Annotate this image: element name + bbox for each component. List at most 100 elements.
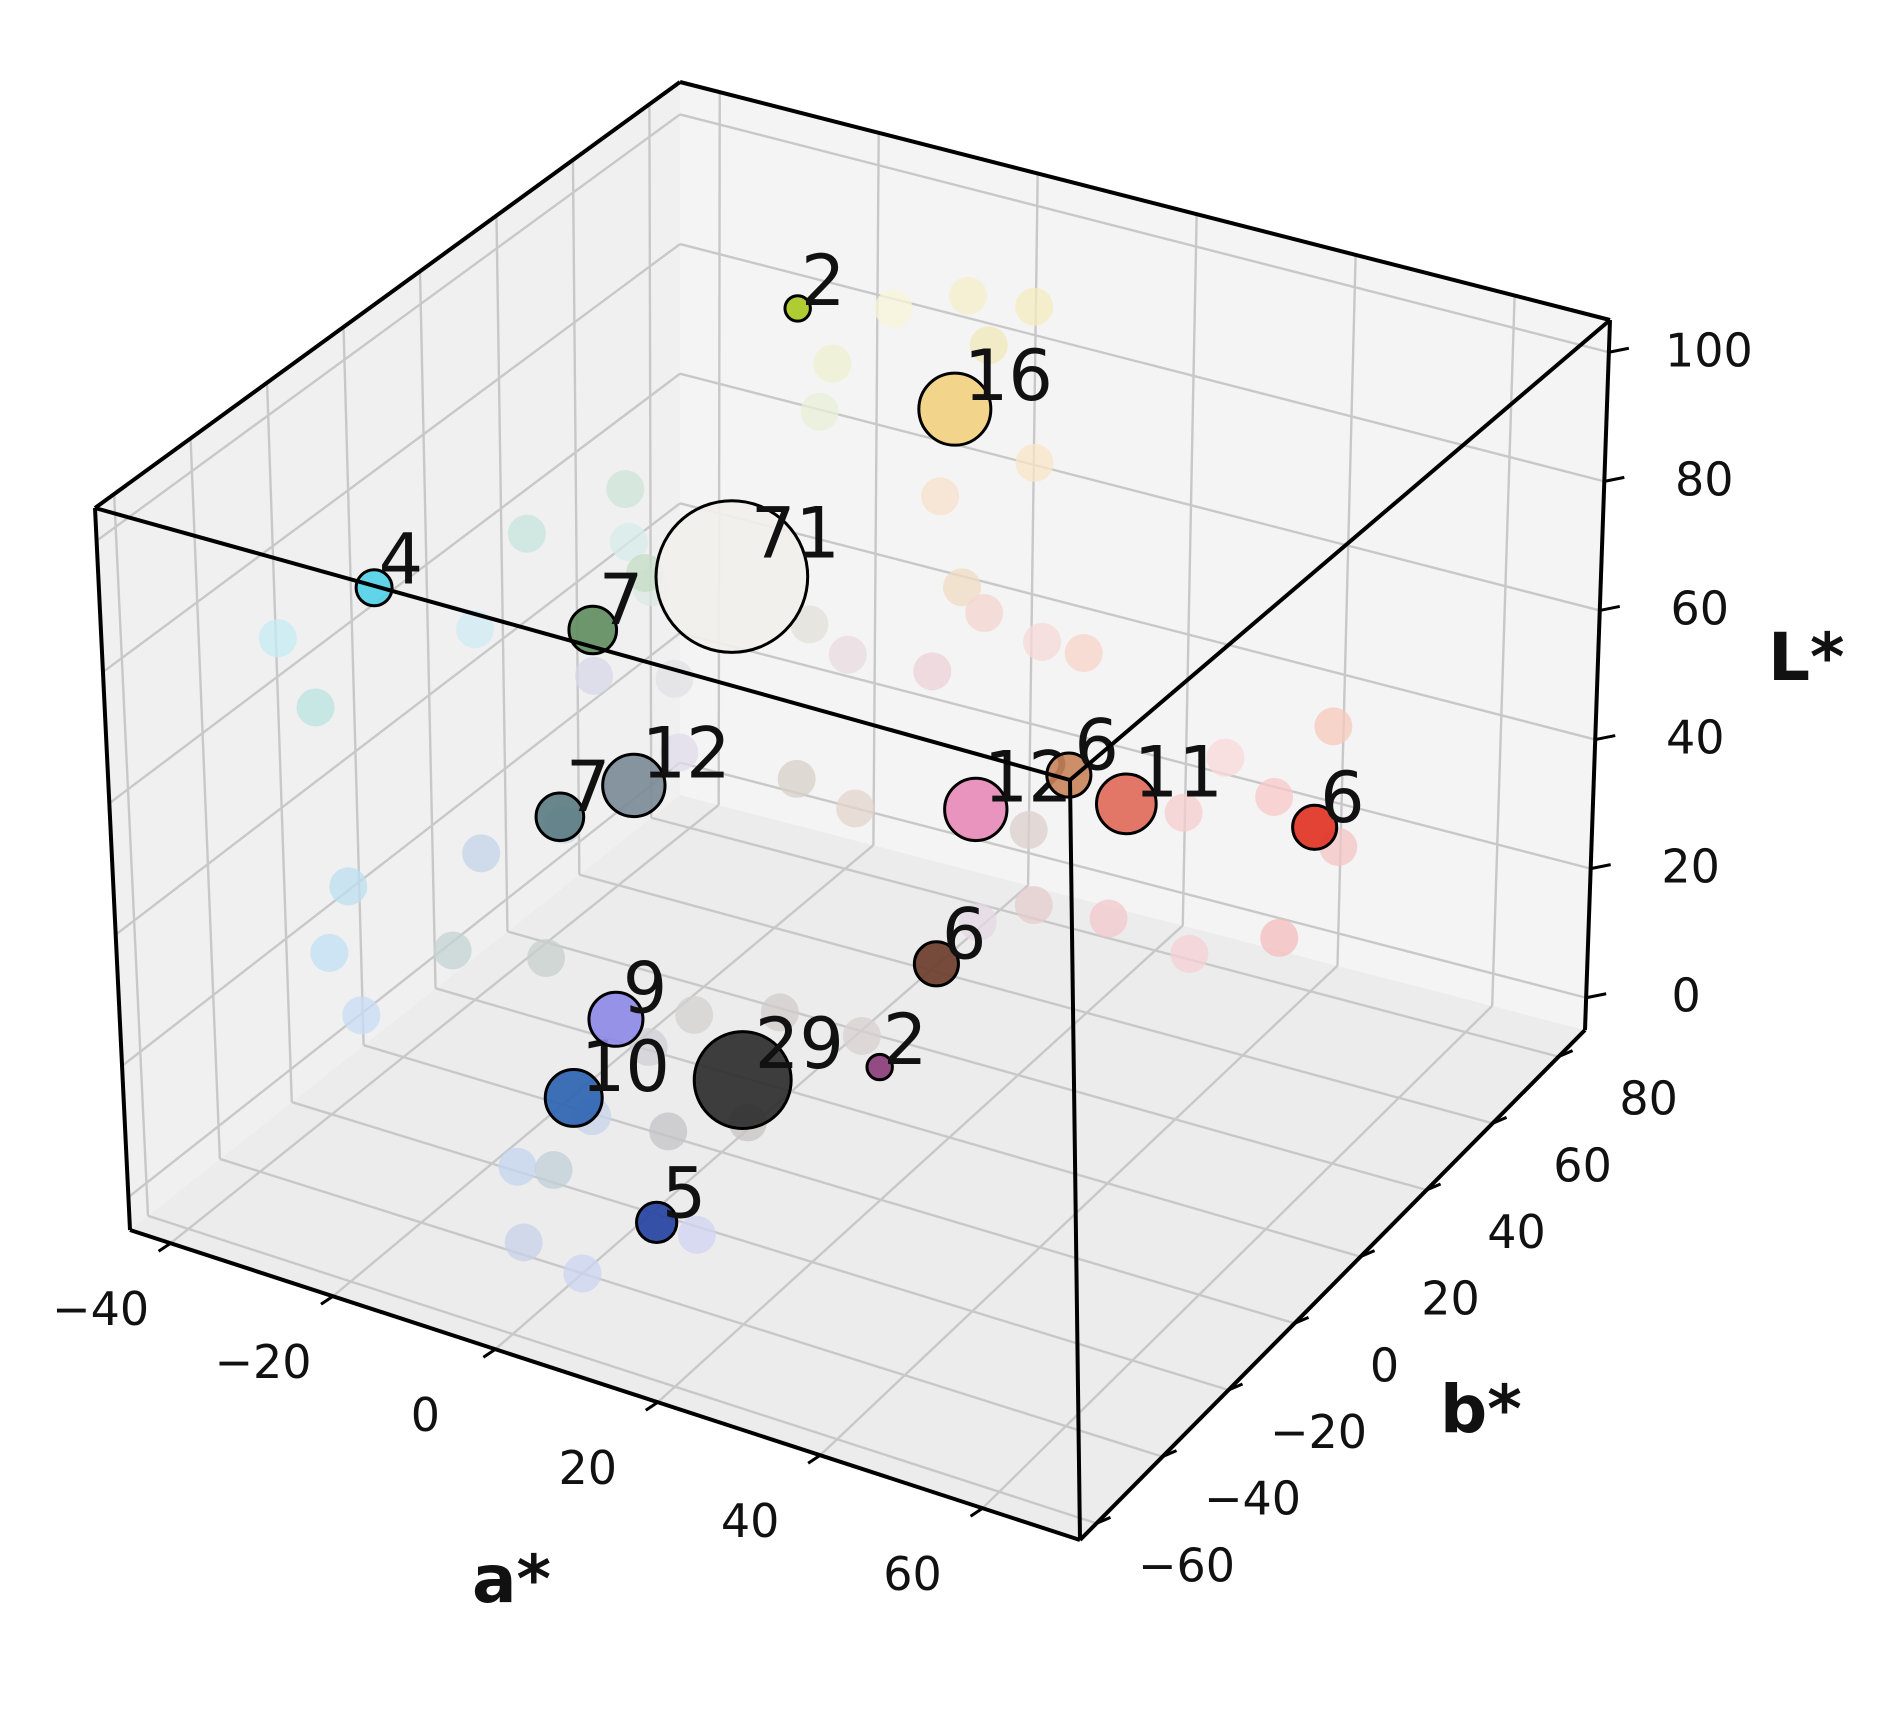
l-axis-tick-label: 40 xyxy=(1666,711,1725,765)
b-axis-tick xyxy=(1491,1115,1508,1125)
grid-line-b xyxy=(507,930,1427,1192)
b-axis-tick-label: 80 xyxy=(1619,1072,1678,1126)
a-axis-tick-label: 20 xyxy=(559,1441,618,1495)
background-point xyxy=(874,289,913,328)
b-axis-tick xyxy=(1227,1382,1244,1392)
l-axis-tick-label: 80 xyxy=(1675,452,1734,506)
cluster-count-label: 6 xyxy=(1320,757,1365,839)
l-axis-tick xyxy=(1594,734,1616,742)
background-point xyxy=(1170,934,1209,973)
background-point xyxy=(1023,622,1062,661)
b-axis-tick-label: −20 xyxy=(1270,1405,1367,1459)
background-point xyxy=(626,553,665,592)
b-axis-tick-label: 60 xyxy=(1553,1138,1612,1192)
l-axis-tick-label: 60 xyxy=(1670,581,1729,635)
grid-line-b xyxy=(342,326,365,1046)
l-axis-tick xyxy=(1585,992,1607,1000)
background-point xyxy=(462,834,501,873)
b-axis-tick xyxy=(1359,1249,1376,1259)
background-point xyxy=(958,903,997,942)
grid-line-b xyxy=(648,104,653,818)
grid-line-a xyxy=(169,804,720,1245)
grid-line-b xyxy=(219,1157,1163,1458)
cluster-marker xyxy=(783,294,812,323)
b-axis-tick-label: 20 xyxy=(1421,1272,1480,1326)
background-point xyxy=(760,993,799,1032)
l-axis-tick xyxy=(1604,475,1625,483)
cluster-marker xyxy=(601,752,667,819)
background-point xyxy=(1260,918,1299,957)
background-point xyxy=(1009,810,1048,849)
frame-edge xyxy=(1583,319,1612,1031)
a-axis-tick-label: 60 xyxy=(883,1547,942,1601)
b-axis-tick-label: −60 xyxy=(1138,1538,1235,1592)
background-point xyxy=(1014,886,1053,925)
cluster-count-label: 71 xyxy=(751,493,840,575)
background-point xyxy=(1255,777,1294,816)
cluster-count-label: 7 xyxy=(566,746,611,828)
pane-floor xyxy=(130,795,1585,1540)
background-point xyxy=(1089,899,1128,938)
grid-line-b xyxy=(112,494,150,1216)
background-point xyxy=(813,344,852,383)
background-point xyxy=(563,1254,602,1293)
l-axis-tick xyxy=(1599,604,1621,612)
grid-line-b xyxy=(495,215,509,932)
pane-left xyxy=(95,82,680,1230)
grid-line-b xyxy=(189,438,222,1159)
grid-line-b xyxy=(291,1100,1229,1392)
l-axis-tick-label: 0 xyxy=(1671,969,1700,1023)
cluster-marker xyxy=(692,1030,793,1131)
l-axis-tick xyxy=(1590,863,1611,871)
grid-line-b xyxy=(363,1044,1295,1325)
b-axis-tick-label: −40 xyxy=(1204,1472,1301,1526)
background-point xyxy=(1015,287,1054,326)
grid-line-l xyxy=(679,761,1587,999)
a-axis-tick xyxy=(320,1294,334,1306)
b-axis-tick-label: 40 xyxy=(1487,1205,1546,1259)
cluster-count-label: 9 xyxy=(623,948,668,1030)
background-point xyxy=(606,470,645,509)
grid-line-l xyxy=(102,243,681,674)
grid-line-b xyxy=(418,271,437,989)
background-point xyxy=(296,688,335,727)
a-axis-tick xyxy=(807,1453,822,1465)
background-point xyxy=(913,652,952,691)
grid-line-l xyxy=(95,113,681,542)
grid-line-a xyxy=(981,1005,1494,1510)
background-point xyxy=(1015,443,1054,482)
cluster-count-label: 7 xyxy=(599,559,644,641)
background-point xyxy=(504,1223,543,1262)
frame-edge xyxy=(679,80,1611,322)
grid-line-b xyxy=(579,873,1493,1125)
cluster-marker xyxy=(943,776,1009,843)
l-axis-tick-label: 100 xyxy=(1665,323,1753,377)
background-point xyxy=(660,733,699,772)
grid-line-l xyxy=(121,632,681,1067)
background-point xyxy=(507,514,546,553)
background-point xyxy=(1314,707,1353,746)
b-axis-tick-label: 0 xyxy=(1370,1338,1399,1392)
background-point xyxy=(1206,738,1245,777)
l-axis-tick xyxy=(1608,346,1630,354)
cluster-marker xyxy=(1291,803,1339,851)
cluster-marker xyxy=(635,1200,679,1244)
background-point xyxy=(800,392,839,431)
background-point xyxy=(828,635,867,674)
b-axis-tick xyxy=(1095,1515,1112,1525)
background-point xyxy=(921,477,960,516)
background-point xyxy=(455,610,494,649)
grid-line-b xyxy=(147,1214,1097,1525)
cluster-marker xyxy=(917,371,993,447)
background-point xyxy=(675,995,714,1034)
background-point xyxy=(1064,634,1103,673)
a-axis-tick xyxy=(969,1506,984,1518)
cluster-count-label: 12 xyxy=(642,713,731,795)
grid-line-l xyxy=(679,631,1591,870)
cluster-marker xyxy=(1094,772,1158,836)
l-axis-title: L* xyxy=(1768,619,1845,696)
background-point xyxy=(943,568,982,607)
